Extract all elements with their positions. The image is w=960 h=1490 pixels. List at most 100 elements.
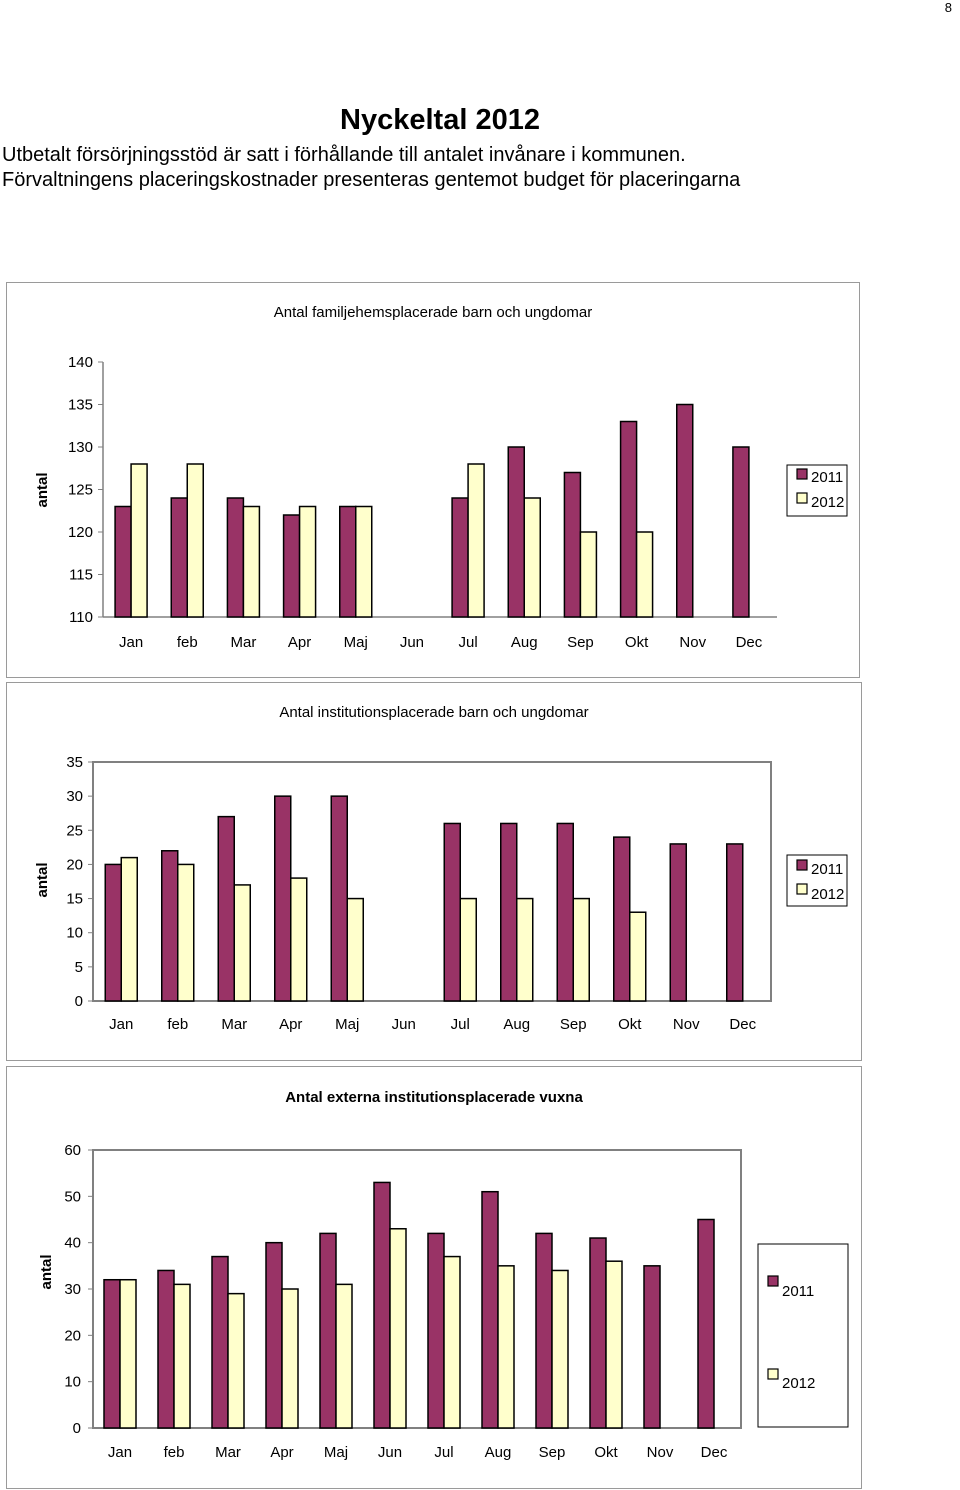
x-tick-label: Okt [618,1016,642,1033]
bar-2011-Nov [676,403,694,618]
bar-2012-Mar [227,1292,245,1429]
bar-2011-Okt [589,1237,607,1429]
x-tick-label: Mar [215,1444,241,1461]
bar-2011-Jan [103,1278,121,1429]
bar-2011-Apr [265,1241,283,1429]
x-tick-label: Apr [270,1444,293,1461]
chart-externa-vuxna: Antal externa institutionsplacerade vuxn… [6,1066,862,1489]
x-tick-label: Nov [673,1016,700,1033]
x-tick-label: Jun [400,634,424,651]
y-tick-label: 0 [75,993,83,1010]
x-tick-label: Okt [594,1444,618,1461]
bar-2012-Jul [467,463,485,618]
y-tick-label: 20 [66,856,83,873]
legend-label-2011: 2011 [811,469,843,486]
y-tick-label: 60 [64,1142,81,1159]
bar-2011-Jan [114,505,132,618]
bar-2012-Okt [635,531,654,618]
legend-label-2012: 2012 [811,494,844,511]
y-axis-label: antal [34,472,51,507]
intro-line-2: Förvaltningens placeringskostnader prese… [2,169,741,191]
x-tick-label: Nov [647,1444,674,1461]
x-tick-label: feb [167,1016,188,1033]
bar-2011-feb [170,497,188,618]
bar-2011-Maj [339,505,357,618]
y-tick-label: 115 [69,567,93,584]
bar-2012-feb [186,463,204,618]
bar-2011-Jan [104,863,122,1002]
bar-2011-Dec [726,843,744,1002]
x-tick-label: Jan [119,634,143,651]
bar-2012-Apr [290,877,308,1002]
x-tick-label: Dec [729,1016,756,1033]
x-tick-label: Jan [108,1444,132,1461]
x-tick-label: Aug [485,1444,512,1461]
y-tick-label: 40 [64,1235,81,1252]
legend-swatch-2012 [796,492,808,504]
y-tick-label: 5 [75,959,83,976]
x-tick-label: Jun [392,1016,416,1033]
bar-2012-Aug [523,497,541,618]
x-tick-label: Maj [324,1444,348,1461]
bar-2012-Sep [551,1269,569,1429]
legend-swatch-2011 [796,859,808,871]
y-axis-label: antal [34,862,51,897]
x-tick-label: Aug [511,634,538,651]
y-tick-label: 0 [73,1420,81,1437]
bar-2011-Okt [613,836,631,1002]
y-tick-label: 15 [66,891,83,908]
bar-2012-Aug [516,897,534,1002]
bar-2011-Apr [274,795,292,1002]
bar-2011-Aug [500,822,518,1002]
bar-2012-Okt [605,1260,623,1429]
bar-2011-Jun [373,1181,391,1429]
x-tick-label: Dec [736,634,763,651]
legend-swatch-2011 [767,1275,779,1287]
legend-swatch-2012 [767,1368,779,1380]
intro-line-1: Utbetalt försörjningsstöd är satt i förh… [2,144,686,166]
bar-2011-feb [157,1269,175,1429]
x-tick-label: Jul [434,1444,453,1461]
bar-2011-Maj [319,1232,337,1429]
x-tick-label: Maj [335,1016,359,1033]
legend-swatch-2012 [796,883,808,895]
bar-2012-Aug [497,1265,515,1429]
legend-label-2012: 2012 [782,1375,815,1392]
x-tick-label: Sep [560,1016,587,1033]
bar-2012-Mar [242,505,261,618]
x-tick-label: Aug [503,1016,530,1033]
bar-2012-Jul [459,897,477,1002]
x-tick-label: Okt [625,634,649,651]
x-tick-label: Sep [539,1444,566,1461]
bar-2012-Apr [298,505,317,618]
y-tick-label: 10 [64,1374,81,1391]
bar-2012-Maj [355,505,373,618]
chart-svg: Antal institutionsplacerade barn och ung… [34,704,848,1033]
bar-2012-Sep [579,531,598,618]
chart-title: Antal familjehemsplacerade barn och ungd… [274,304,593,321]
bar-2011-Mar [226,497,245,618]
chart-familjehemsplacerade: Antal familjehemsplacerade barn och ungd… [6,282,860,678]
bar-2011-Mar [211,1255,229,1429]
bar-2012-Jan [120,856,138,1002]
bar-2012-Maj [346,897,364,1002]
bar-2011-Aug [481,1190,499,1429]
y-tick-label: 125 [68,482,93,499]
bar-2011-Mar [217,815,235,1002]
bar-2011-Maj [330,795,348,1002]
bar-2011-Sep [563,471,582,618]
bar-2011-feb [161,850,179,1002]
y-tick-label: 30 [66,788,83,805]
bar-2012-Maj [335,1283,353,1429]
bar-2012-Apr [281,1288,299,1429]
bar-2011-Sep [556,822,574,1002]
y-tick-label: 25 [66,822,83,839]
legend-label-2011: 2011 [782,1283,814,1300]
chart-title: Antal externa institutionsplacerade vuxn… [285,1089,583,1106]
chart-svg: Antal externa institutionsplacerade vuxn… [38,1089,849,1461]
bar-2011-Dec [697,1218,715,1429]
y-tick-label: 140 [68,354,93,371]
x-tick-label: Apr [279,1016,302,1033]
bar-2012-Jan [119,1278,137,1429]
y-tick-label: 135 [68,397,93,414]
